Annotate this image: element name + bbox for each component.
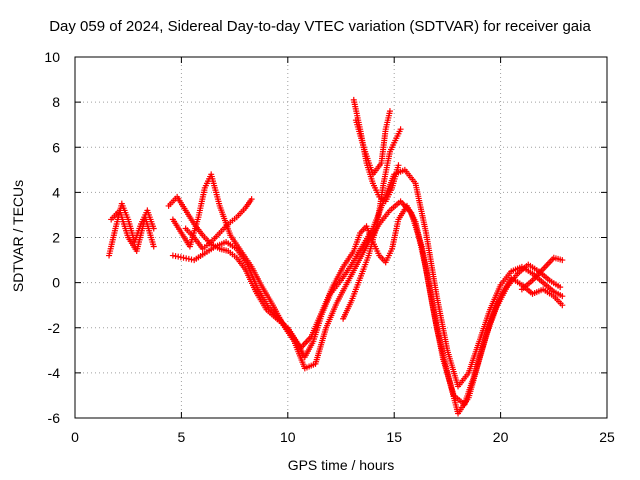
y-tick-label: -4	[48, 365, 61, 381]
x-tick-label: 20	[493, 429, 509, 445]
y-tick-label: 2	[52, 230, 60, 246]
data-point	[248, 196, 255, 203]
data-point	[150, 225, 157, 232]
y-tick-label: -6	[48, 410, 61, 426]
chart-title: Day 059 of 2024, Sidereal Day-to-day VTE…	[49, 18, 591, 35]
x-axis-label: GPS time / hours	[287, 457, 395, 473]
y-tick-label: 8	[52, 94, 60, 110]
y-tick-label: 4	[52, 184, 60, 200]
data-point	[559, 293, 566, 300]
x-tick-label: 25	[599, 429, 615, 445]
data-point	[397, 126, 404, 133]
series-track-2	[108, 207, 157, 255]
series-track-9	[352, 108, 393, 178]
x-tick-label: 0	[71, 429, 79, 445]
y-tick-label: -2	[48, 320, 61, 336]
y-axis-ticks: -6 -4 -2 0 2 4 6 8 10	[44, 49, 607, 426]
x-tick-label: 5	[178, 429, 186, 445]
x-tick-label: 10	[280, 429, 296, 445]
y-tick-label: 6	[52, 139, 60, 155]
series-track-6	[182, 196, 255, 252]
x-axis-ticks: 0 5 10 15 20 25	[71, 57, 615, 445]
data-point	[559, 302, 566, 309]
data-point	[559, 257, 566, 264]
series-track-10	[518, 254, 566, 293]
data-point	[557, 284, 564, 291]
y-tick-label: 10	[44, 49, 60, 65]
y-axis-label: SDTVAR / TECUs	[10, 179, 26, 293]
x-tick-label: 15	[386, 429, 402, 445]
series-track-8	[340, 126, 404, 322]
data-point	[386, 108, 393, 115]
y-tick-label: 0	[52, 275, 60, 291]
data-points	[106, 96, 566, 417]
data-point	[395, 162, 402, 169]
data-point	[150, 243, 157, 250]
